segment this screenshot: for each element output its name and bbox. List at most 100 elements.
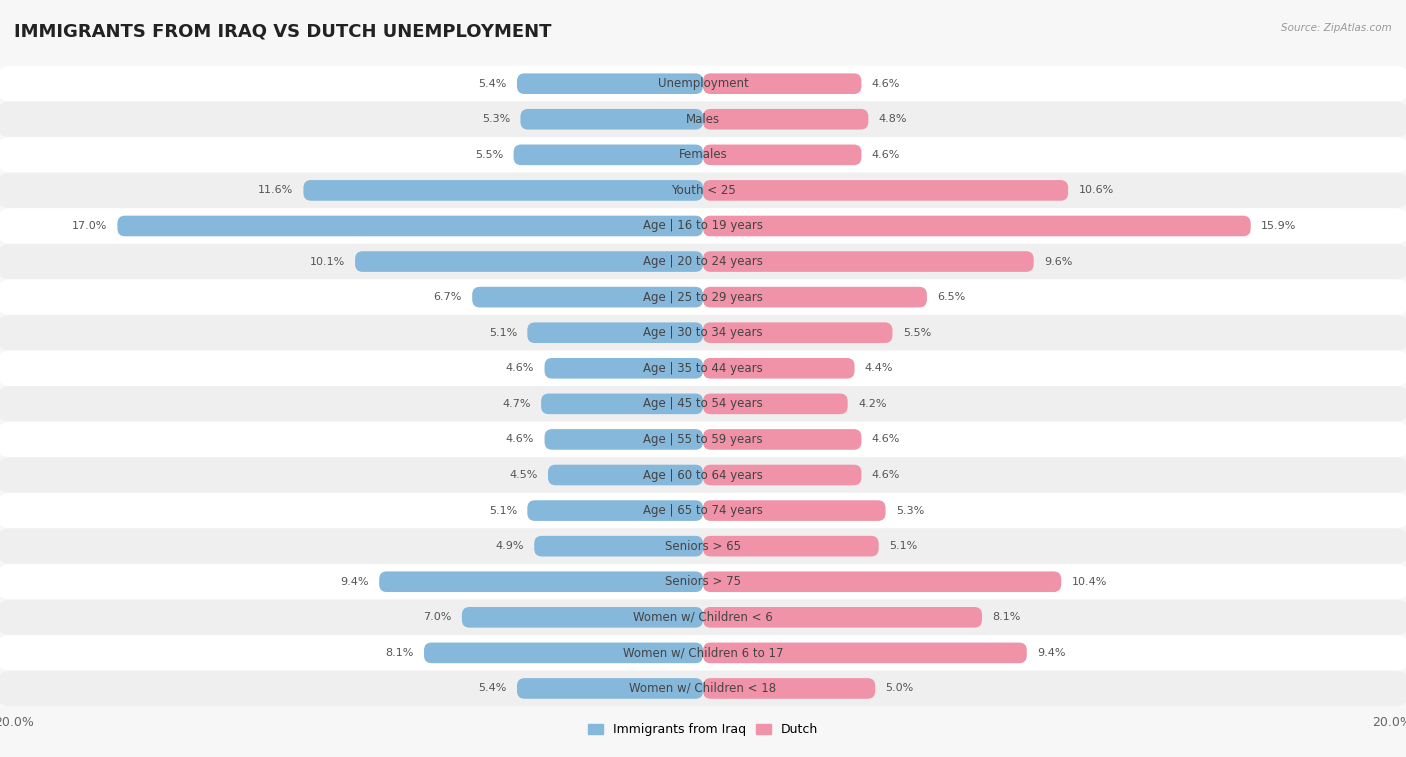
Text: Age | 55 to 59 years: Age | 55 to 59 years [643,433,763,446]
FancyBboxPatch shape [703,465,862,485]
FancyBboxPatch shape [0,564,1406,600]
FancyBboxPatch shape [703,678,875,699]
Text: Women w/ Children < 6: Women w/ Children < 6 [633,611,773,624]
Text: 8.1%: 8.1% [993,612,1021,622]
FancyBboxPatch shape [703,180,1069,201]
Text: 5.4%: 5.4% [478,684,506,693]
Text: 17.0%: 17.0% [72,221,107,231]
FancyBboxPatch shape [0,493,1406,528]
Text: Males: Males [686,113,720,126]
FancyBboxPatch shape [703,322,893,343]
Text: 4.5%: 4.5% [509,470,537,480]
FancyBboxPatch shape [472,287,703,307]
FancyBboxPatch shape [0,671,1406,706]
FancyBboxPatch shape [703,145,862,165]
Text: 7.0%: 7.0% [423,612,451,622]
Text: 4.6%: 4.6% [872,435,900,444]
Text: 4.6%: 4.6% [506,435,534,444]
FancyBboxPatch shape [0,244,1406,279]
Text: 5.1%: 5.1% [889,541,917,551]
FancyBboxPatch shape [703,536,879,556]
FancyBboxPatch shape [0,173,1406,208]
Text: 5.4%: 5.4% [478,79,506,89]
Text: 4.6%: 4.6% [872,470,900,480]
FancyBboxPatch shape [520,109,703,129]
FancyBboxPatch shape [304,180,703,201]
Text: 8.1%: 8.1% [385,648,413,658]
Text: Age | 35 to 44 years: Age | 35 to 44 years [643,362,763,375]
Text: 10.4%: 10.4% [1071,577,1107,587]
FancyBboxPatch shape [703,216,1251,236]
FancyBboxPatch shape [703,394,848,414]
Text: Women w/ Children 6 to 17: Women w/ Children 6 to 17 [623,646,783,659]
Text: 11.6%: 11.6% [257,185,292,195]
Text: 5.0%: 5.0% [886,684,914,693]
Text: Females: Females [679,148,727,161]
FancyBboxPatch shape [548,465,703,485]
Text: 9.4%: 9.4% [1038,648,1066,658]
FancyBboxPatch shape [513,145,703,165]
FancyBboxPatch shape [517,678,703,699]
FancyBboxPatch shape [425,643,703,663]
FancyBboxPatch shape [544,429,703,450]
Text: Women w/ Children < 18: Women w/ Children < 18 [630,682,776,695]
Text: 5.1%: 5.1% [489,506,517,516]
FancyBboxPatch shape [0,137,1406,173]
FancyBboxPatch shape [527,500,703,521]
Text: 5.1%: 5.1% [489,328,517,338]
FancyBboxPatch shape [0,635,1406,671]
Text: 9.4%: 9.4% [340,577,368,587]
FancyBboxPatch shape [0,457,1406,493]
Text: 4.7%: 4.7% [502,399,531,409]
FancyBboxPatch shape [703,73,862,94]
Text: 15.9%: 15.9% [1261,221,1296,231]
Text: 10.6%: 10.6% [1078,185,1114,195]
Text: 4.8%: 4.8% [879,114,907,124]
Text: Source: ZipAtlas.com: Source: ZipAtlas.com [1281,23,1392,33]
FancyBboxPatch shape [0,101,1406,137]
Text: 4.6%: 4.6% [872,150,900,160]
Text: Seniors > 65: Seniors > 65 [665,540,741,553]
Text: 5.5%: 5.5% [903,328,931,338]
Text: Age | 60 to 64 years: Age | 60 to 64 years [643,469,763,481]
FancyBboxPatch shape [703,251,1033,272]
Text: 6.7%: 6.7% [433,292,461,302]
FancyBboxPatch shape [703,109,869,129]
FancyBboxPatch shape [703,607,981,628]
Text: Seniors > 75: Seniors > 75 [665,575,741,588]
FancyBboxPatch shape [0,350,1406,386]
FancyBboxPatch shape [703,358,855,378]
FancyBboxPatch shape [703,287,927,307]
FancyBboxPatch shape [461,607,703,628]
Legend: Immigrants from Iraq, Dutch: Immigrants from Iraq, Dutch [583,718,823,741]
Text: Age | 16 to 19 years: Age | 16 to 19 years [643,220,763,232]
Text: 5.5%: 5.5% [475,150,503,160]
FancyBboxPatch shape [0,279,1406,315]
Text: 10.1%: 10.1% [309,257,344,266]
FancyBboxPatch shape [0,66,1406,101]
FancyBboxPatch shape [541,394,703,414]
FancyBboxPatch shape [356,251,703,272]
FancyBboxPatch shape [0,386,1406,422]
FancyBboxPatch shape [0,600,1406,635]
FancyBboxPatch shape [703,643,1026,663]
FancyBboxPatch shape [517,73,703,94]
Text: 4.6%: 4.6% [872,79,900,89]
FancyBboxPatch shape [703,429,862,450]
Text: 9.6%: 9.6% [1045,257,1073,266]
Text: Age | 25 to 29 years: Age | 25 to 29 years [643,291,763,304]
FancyBboxPatch shape [703,572,1062,592]
Text: 4.2%: 4.2% [858,399,887,409]
Text: 6.5%: 6.5% [938,292,966,302]
FancyBboxPatch shape [534,536,703,556]
FancyBboxPatch shape [0,528,1406,564]
Text: 5.3%: 5.3% [896,506,924,516]
Text: Age | 65 to 74 years: Age | 65 to 74 years [643,504,763,517]
Text: 4.4%: 4.4% [865,363,893,373]
Text: 5.3%: 5.3% [482,114,510,124]
FancyBboxPatch shape [0,208,1406,244]
Text: Unemployment: Unemployment [658,77,748,90]
Text: Age | 45 to 54 years: Age | 45 to 54 years [643,397,763,410]
FancyBboxPatch shape [527,322,703,343]
Text: Age | 30 to 34 years: Age | 30 to 34 years [643,326,763,339]
